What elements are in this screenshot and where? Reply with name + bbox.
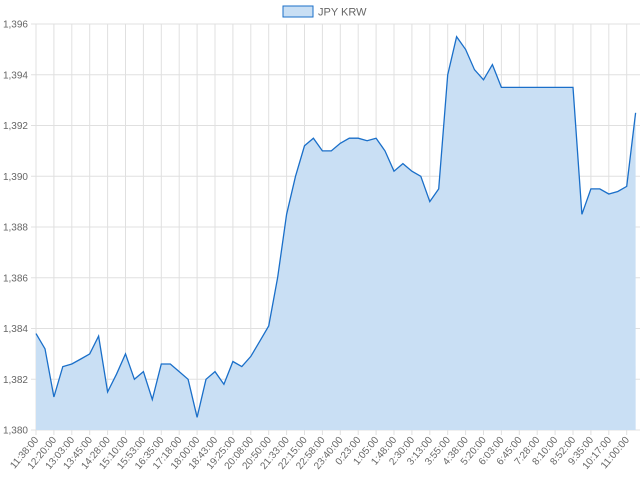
y-tick-label: 1,382 (3, 375, 28, 386)
y-tick-label: 1,394 (3, 70, 28, 81)
legend-label: JPY KRW (318, 7, 367, 19)
y-tick-label: 1,396 (3, 20, 28, 31)
legend-swatch (282, 5, 314, 18)
y-tick-label: 1,392 (3, 121, 28, 132)
y-tick-label: 1,384 (3, 324, 28, 335)
y-tick-label: 1,388 (3, 223, 28, 234)
y-tick-label: 1,380 (3, 426, 28, 437)
line (35, 35, 637, 418)
y-tick-label: 1,390 (3, 172, 28, 183)
area (36, 36, 636, 430)
y-tick-label: 1,386 (3, 273, 28, 284)
